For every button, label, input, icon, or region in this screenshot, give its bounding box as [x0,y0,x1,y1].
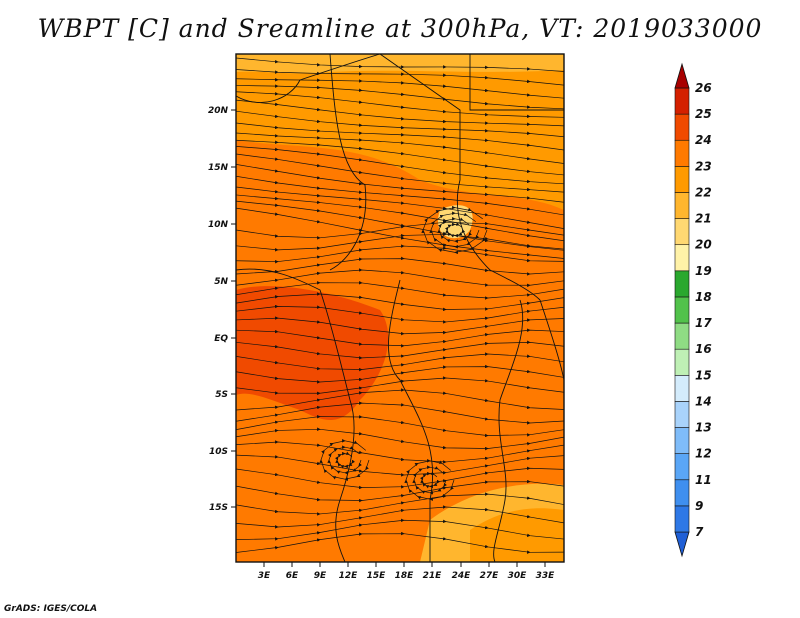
lon-tick-label: 12E [339,571,359,581]
lon-tick-label: 24E [452,571,472,581]
colorbar-label: 24 [695,133,712,147]
lat-tick-label: 15S [209,503,228,513]
lat-tick-label: 5S [215,390,228,400]
colorbar-min-arrow [674,531,690,558]
colorbar-swatch [674,192,690,219]
lon-tick-label: 18E [395,571,415,581]
colorbar-label: 26 [695,81,712,95]
colorbar-swatch [674,401,690,428]
lon-tick-label: 6E [286,571,299,581]
colorbar-swatch [674,218,690,246]
colorbar-swatch [674,87,690,115]
lat-tick-label: 10S [209,447,228,457]
colorbar-label: 11 [695,473,712,487]
colorbar-swatch [674,479,690,507]
colorbar-swatch [674,322,690,350]
lon-tick-label: 9E [314,571,327,581]
colorbar-swatch [674,453,690,481]
streamline [404,459,455,501]
colorbar-label: 18 [695,290,712,304]
lon-tick-label: 30E [508,571,528,581]
lon-tick-label: 3E [258,571,271,581]
colorbar-swatch [674,427,690,454]
longitude-axis: 3E 6E 9E 12E 15E 18E 21E 24E 27E 30E 33E [258,562,555,581]
lat-tick-label: 15N [208,163,229,173]
colorbar: 7 9 11 12 13 14 15 16 17 18 19 20 21 22 23 24 25 26 [674,62,712,558]
colorbar-label: 12 [695,447,712,461]
lat-tick-label: EQ [214,334,228,344]
colorbar-swatch [674,166,690,193]
colorbar-label: 23 [695,159,712,173]
streamline [236,57,564,72]
colorbar-swatch [674,244,690,272]
lat-tick-label: 10N [208,220,229,230]
colorbar-label: 21 [695,212,712,226]
colorbar-swatch [674,374,690,402]
colorbar-label: 13 [695,421,712,435]
lon-tick-label: 15E [367,571,387,581]
colorbar-label: 19 [695,264,712,278]
streamlines [236,57,564,554]
lat-tick-label: 20N [208,106,229,116]
plot-frame [235,53,565,563]
colorbar-swatch [674,505,690,533]
map-title: WBPT [C] and Sreamline at 300hPa, VT: 20… [37,14,763,43]
streamline [319,439,370,481]
streamline [236,531,564,554]
colorbar-swatch [674,270,690,298]
lon-tick-label: 27E [480,571,500,581]
colorbar-label: 9 [695,499,703,513]
streamline [421,205,488,255]
colorbar-label: 25 [695,107,712,121]
colorbar-label: 17 [695,316,712,330]
colorbar-max-arrow [674,62,690,89]
colorbar-label: 16 [695,342,712,356]
latitude-axis: 20N 15N 10N 5N EQ 5S 10S 15S [208,106,236,513]
lon-tick-label: 33E [536,571,556,581]
temperature-field [236,54,564,562]
colorbar-label: 22 [695,185,712,199]
colorbar-swatch [674,113,690,141]
colorbar-swatch [674,348,690,376]
colorbar-label: 7 [695,525,704,539]
colorbar-label: 20 [695,238,712,252]
lon-tick-label: 21E [423,571,443,581]
grads-credit: GrADS: IGES/COLA [4,604,98,614]
colorbar-swatch [674,296,690,324]
lat-tick-label: 5N [214,277,228,287]
colorbar-swatch [674,139,690,167]
colorbar-label: 14 [695,394,712,408]
colorbar-label: 15 [695,368,712,382]
